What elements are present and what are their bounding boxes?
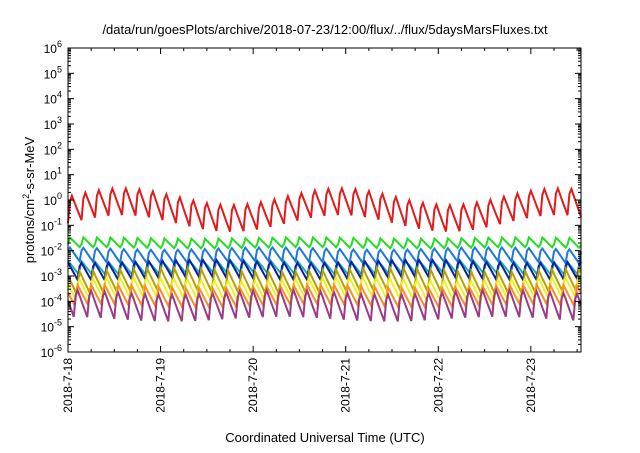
y-axis-label-sup: 2 bbox=[21, 194, 31, 199]
y-tick-exp: -4 bbox=[54, 292, 62, 302]
series-line bbox=[67, 185, 582, 233]
y-tick-base: 10 bbox=[44, 169, 58, 183]
y-tick-label: 106 bbox=[44, 39, 62, 56]
y-tick-base: 10 bbox=[44, 194, 58, 208]
y-tick-label: 10-2 bbox=[41, 242, 62, 259]
y-tick-label: 105 bbox=[44, 64, 62, 81]
y-tick-label: 103 bbox=[44, 115, 62, 132]
series-layer bbox=[67, 185, 582, 322]
x-tick-label: 2018-7-18 bbox=[61, 358, 75, 413]
y-tick-exp: 5 bbox=[57, 64, 62, 74]
y-tick-label: 10-1 bbox=[41, 216, 62, 233]
axes-layer: 10-610-510-410-310-210-11001011021031041… bbox=[41, 39, 582, 413]
y-tick-base: 10 bbox=[44, 93, 58, 107]
y-tick-label: 10-5 bbox=[41, 318, 62, 335]
x-tick-label: 2018-7-19 bbox=[154, 358, 168, 413]
y-tick-exp: -3 bbox=[54, 267, 62, 277]
series-line bbox=[67, 245, 582, 266]
x-tick-label: 2018-7-21 bbox=[339, 358, 353, 413]
y-axis-label: protons/cm2-s-sr-MeV bbox=[21, 136, 37, 263]
y-tick-exp: 1 bbox=[57, 166, 62, 176]
y-tick-exp: 6 bbox=[57, 39, 62, 49]
series-line bbox=[67, 235, 582, 250]
y-tick-base: 10 bbox=[41, 295, 55, 309]
y-tick-exp: -2 bbox=[54, 242, 62, 252]
y-tick-label: 100 bbox=[44, 191, 62, 208]
y-tick-base: 10 bbox=[44, 143, 58, 157]
y-tick-label: 10-4 bbox=[41, 292, 62, 309]
y-tick-base: 10 bbox=[41, 270, 55, 284]
y-tick-base: 10 bbox=[44, 42, 58, 56]
x-tick-label: 2018-7-20 bbox=[246, 358, 260, 413]
y-tick-exp: 3 bbox=[57, 115, 62, 125]
x-tick-label: 2018-7-22 bbox=[431, 358, 445, 413]
series-line bbox=[67, 287, 582, 322]
y-tick-label: 104 bbox=[44, 90, 62, 107]
x-axis-label: Coordinated Universal Time (UTC) bbox=[225, 430, 424, 445]
y-tick-exp: 2 bbox=[57, 140, 62, 150]
y-tick-label: 10-6 bbox=[41, 343, 62, 360]
y-tick-exp: 0 bbox=[57, 191, 62, 201]
y-tick-exp: 4 bbox=[57, 90, 62, 100]
y-tick-exp: -1 bbox=[54, 216, 62, 226]
y-tick-label: 102 bbox=[44, 140, 62, 157]
x-tick-label: 2018-7-23 bbox=[524, 358, 538, 413]
y-tick-base: 10 bbox=[41, 219, 55, 233]
y-tick-base: 10 bbox=[41, 321, 55, 335]
series-line bbox=[67, 257, 582, 284]
y-tick-exp: -6 bbox=[54, 343, 62, 353]
y-tick-label: 101 bbox=[44, 166, 62, 183]
y-tick-exp: -5 bbox=[54, 318, 62, 328]
y-tick-base: 10 bbox=[44, 118, 58, 132]
y-axis-label-pre: protons/cm bbox=[22, 199, 37, 263]
y-tick-base: 10 bbox=[41, 346, 55, 360]
y-tick-label: 10-3 bbox=[41, 267, 62, 284]
y-tick-base: 10 bbox=[41, 245, 55, 259]
y-axis-label-post: -s-sr-MeV bbox=[22, 136, 37, 193]
chart-title: /data/run/goesPlots/archive/2018-07-23/1… bbox=[102, 22, 548, 37]
y-tick-base: 10 bbox=[44, 67, 58, 81]
plot-frame bbox=[67, 47, 582, 353]
